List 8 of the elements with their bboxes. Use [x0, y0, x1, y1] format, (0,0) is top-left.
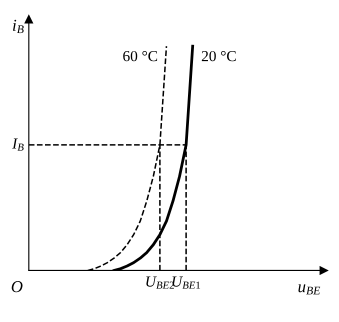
- text: O: [12, 281, 23, 292]
- series-label: 60 °C: [123, 50, 158, 62]
- x-axis-title: u$_{BE}$: [298, 284, 320, 294]
- ref-line-label: I$_{B}$: [12, 138, 24, 151]
- y-axis-title: i$_{B}$: [12, 20, 24, 34]
- series-label: 20 °C: [202, 50, 236, 62]
- x-tick-label: U$_{BE2}$: [146, 276, 174, 289]
- x-tick-label: U$_{BE1}$: [172, 276, 200, 289]
